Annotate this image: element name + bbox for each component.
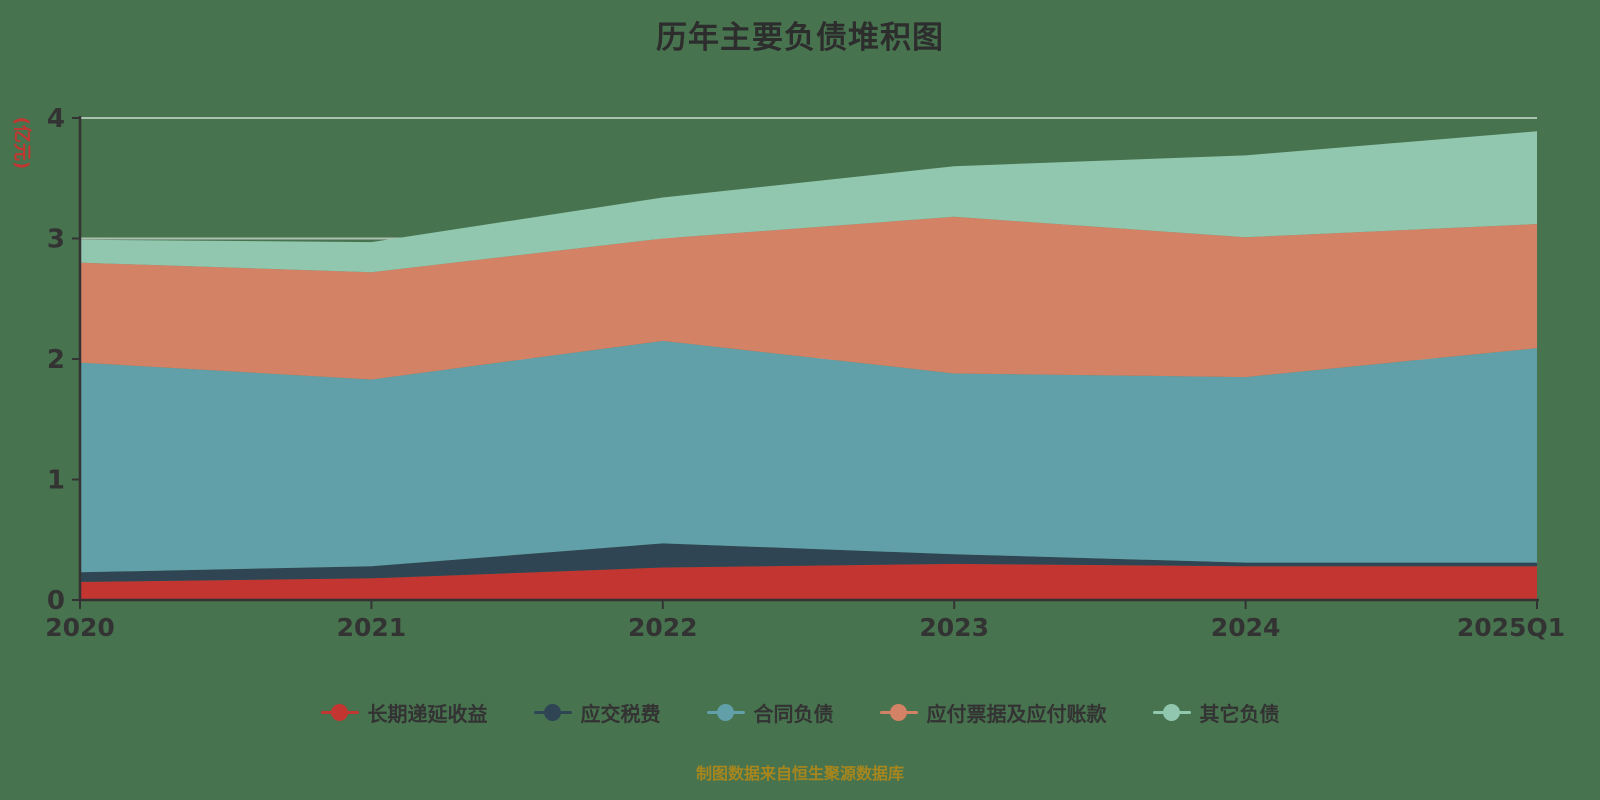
- legend-item-应付票据及应付账款[interactable]: 应付票据及应付账款: [879, 698, 1107, 727]
- legend-marker-icon: [533, 704, 572, 721]
- legend-marker-icon: [320, 704, 359, 721]
- y-tick-label-1: 1: [47, 466, 65, 496]
- x-tick-label-2022: 2022: [628, 613, 698, 642]
- y-axis-unit-label: (亿元): [11, 117, 33, 169]
- legend-item-其它负债[interactable]: 其它负债: [1152, 698, 1280, 727]
- x-tick-label-2024: 2024: [1211, 613, 1281, 642]
- legend-marker-icon: [879, 704, 918, 721]
- legend-dot-icon: [330, 704, 348, 721]
- legend-label: 长期递延收益: [367, 702, 488, 726]
- legend-item-长期递延收益[interactable]: 长期递延收益: [320, 698, 488, 727]
- y-tick-label-0: 0: [47, 586, 65, 616]
- area-其它负债[interactable]: [80, 131, 1537, 273]
- legend-dot-icon: [543, 704, 561, 721]
- legend-label: 应交税费: [580, 702, 661, 726]
- legend-label: 其它负债: [1199, 702, 1280, 726]
- legend-marker-icon: [1152, 704, 1191, 721]
- y-tick-label-3: 3: [47, 225, 65, 255]
- legend-dot-icon: [716, 704, 734, 721]
- legend-item-合同负债[interactable]: 合同负债: [706, 698, 834, 727]
- y-tick-label-2: 2: [47, 345, 65, 375]
- legend-label: 应付票据及应付账款: [926, 702, 1107, 726]
- x-tick-label-2020: 2020: [45, 613, 115, 642]
- data-source-note: 制图数据来自恒生聚源数据库: [695, 764, 904, 783]
- legend: 长期递延收益 应交税费 合同负债 应付票据及应付账款 其它负债: [0, 698, 1600, 727]
- legend-dot-icon: [889, 704, 907, 721]
- legend-label: 合同负债: [753, 702, 834, 726]
- area-应付票据及应付账款[interactable]: [80, 216, 1537, 380]
- x-tick-label-2021: 2021: [337, 613, 407, 642]
- area-长期递延收益[interactable]: [80, 563, 1537, 600]
- x-tick-label-2025Q1: 2025Q1: [1457, 613, 1565, 642]
- legend-marker-icon: [706, 704, 745, 721]
- chart-title: 历年主要负债堆积图: [656, 20, 944, 56]
- y-tick-label-4: 4: [47, 104, 65, 134]
- legend-item-应交税费[interactable]: 应交税费: [533, 698, 661, 727]
- area-应交税费[interactable]: [80, 543, 1537, 582]
- legend-dot-icon: [1162, 704, 1180, 721]
- area-合同负债[interactable]: [80, 340, 1537, 573]
- x-tick-label-2023: 2023: [919, 613, 989, 642]
